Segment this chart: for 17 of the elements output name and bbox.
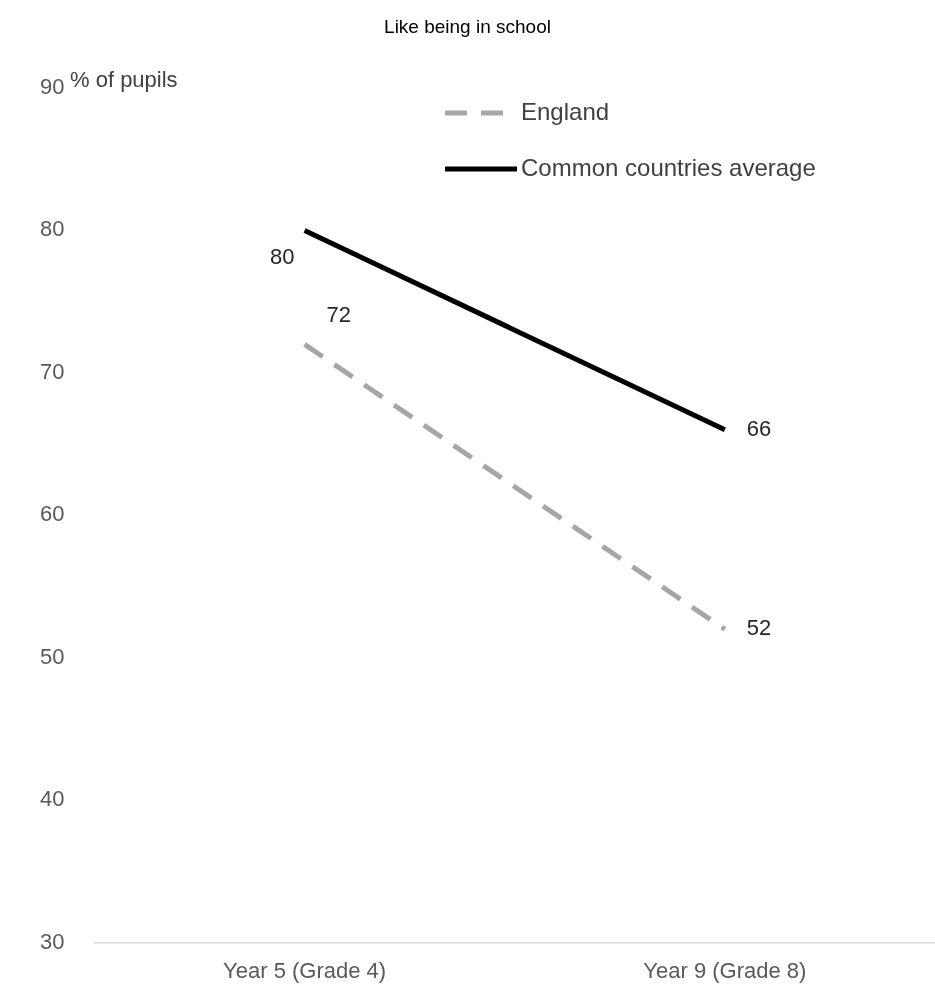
x-tick-label: Year 5 (Grade 4) (223, 957, 387, 983)
legend-label: England (521, 97, 610, 125)
data-label: 72 (326, 302, 352, 328)
data-label: 52 (746, 615, 772, 641)
chart-title: Like being in school (384, 16, 551, 38)
y-tick-label: 50 (39, 643, 65, 669)
y-tick-label: 40 (39, 786, 65, 812)
y-axis-title: % of pupils (70, 67, 178, 93)
y-tick-label: 70 (39, 358, 65, 384)
y-tick-label: 30 (39, 928, 65, 954)
data-label: 80 (270, 244, 295, 270)
data-label: 66 (746, 415, 772, 441)
x-tick-label: Year 9 (Grade 8) (643, 957, 807, 983)
y-tick-label: 60 (39, 501, 65, 527)
y-tick-label: 90 (39, 74, 65, 100)
y-tick-label: 80 (39, 216, 65, 242)
legend-label: Common countries average (521, 153, 816, 181)
